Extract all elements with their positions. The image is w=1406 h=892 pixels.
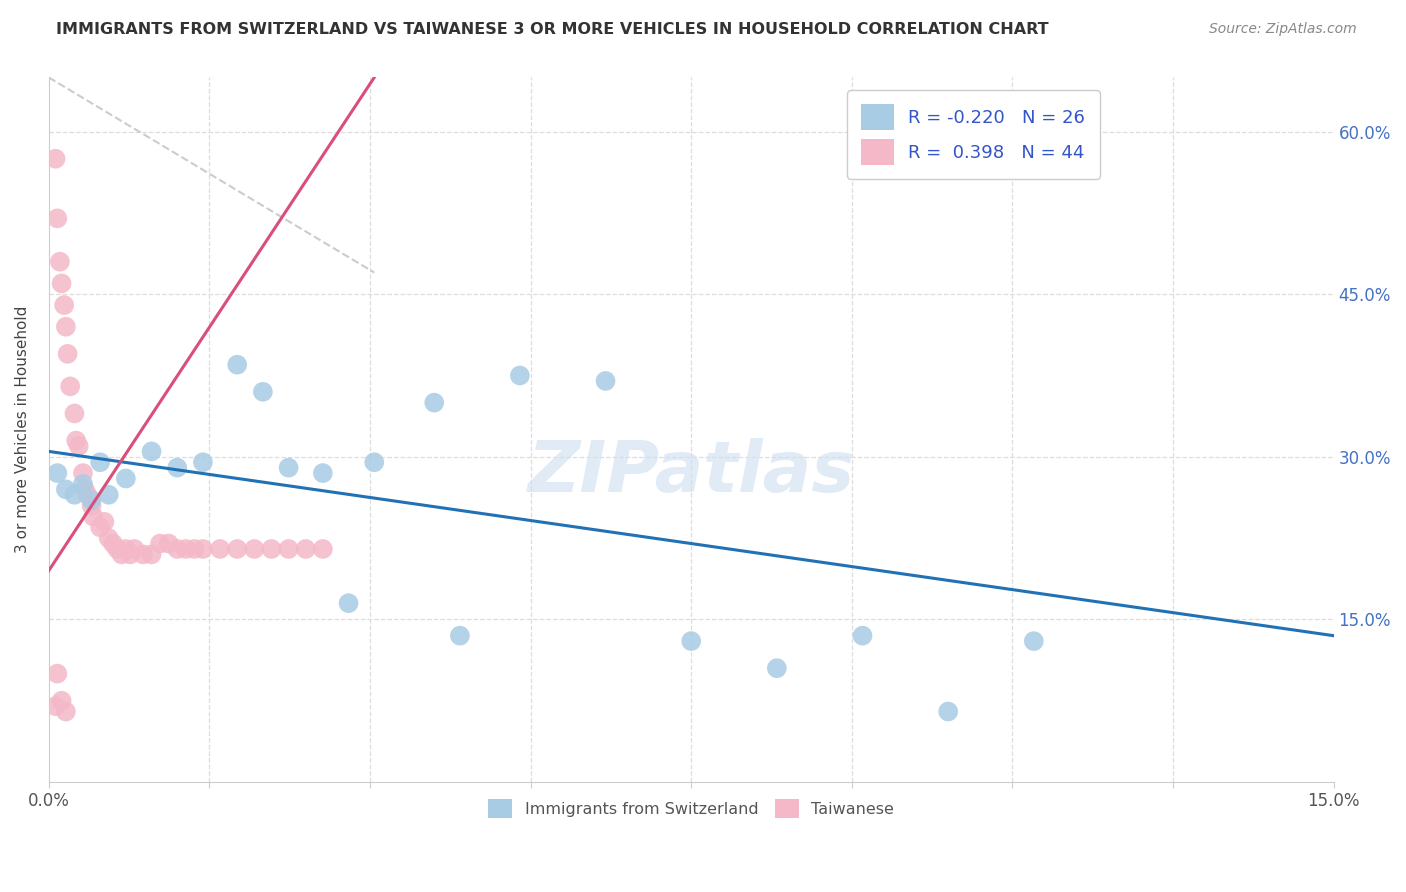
Point (226, 358, 249, 372)
Point (51, 277, 73, 291)
Point (55, 483, 77, 497)
Text: Source: ZipAtlas.com: Source: ZipAtlas.com (1209, 22, 1357, 37)
Point (149, 536, 172, 550)
Text: ZIPatlas: ZIPatlas (527, 437, 855, 507)
Point (115, 471, 138, 485)
Point (45, 152, 67, 166)
Point (337, 596, 360, 610)
Point (46, 666, 69, 681)
Y-axis label: 3 or more Vehicles in Household: 3 or more Vehicles in Household (15, 306, 30, 553)
Point (294, 541, 316, 556)
Point (93, 515, 115, 529)
Point (363, 455, 385, 469)
Point (277, 541, 299, 556)
Point (157, 536, 180, 550)
Point (277, 460, 299, 475)
Legend: Immigrants from Switzerland, Taiwanese: Immigrants from Switzerland, Taiwanese (482, 792, 901, 825)
Point (595, 374, 617, 388)
Point (120, 548, 142, 562)
Text: IMMIGRANTS FROM SWITZERLAND VS TAIWANESE 3 OR MORE VEHICLES IN HOUSEHOLD CORRELA: IMMIGRANTS FROM SWITZERLAND VS TAIWANESE… (56, 22, 1049, 37)
Point (851, 629, 873, 643)
Point (132, 548, 155, 562)
Point (141, 444, 163, 458)
Point (936, 705, 959, 719)
Point (226, 541, 249, 556)
Point (209, 541, 232, 556)
Point (191, 541, 214, 556)
Point (63, 488, 86, 502)
Point (89, 520, 111, 534)
Point (124, 541, 146, 556)
Point (115, 541, 138, 556)
Point (174, 541, 197, 556)
Point (72, 466, 94, 480)
Point (97, 531, 120, 545)
Point (110, 548, 132, 562)
Point (56, 347, 79, 361)
Point (76, 488, 98, 502)
Point (59, 379, 82, 393)
Point (51, 694, 73, 708)
Point (97, 488, 120, 502)
Point (252, 384, 274, 399)
Point (681, 634, 703, 648)
Point (191, 455, 214, 469)
Point (509, 368, 531, 383)
Point (46, 211, 69, 226)
Point (82, 509, 104, 524)
Point (166, 541, 188, 556)
Point (46, 466, 69, 480)
Point (101, 536, 124, 550)
Point (243, 541, 266, 556)
Point (53, 298, 76, 312)
Point (80, 499, 103, 513)
Point (449, 629, 471, 643)
Point (89, 455, 111, 469)
Point (166, 460, 188, 475)
Point (80, 493, 103, 508)
Point (312, 466, 335, 480)
Point (105, 541, 128, 556)
Point (49, 254, 72, 268)
Point (183, 541, 205, 556)
Point (312, 541, 335, 556)
Point (141, 548, 163, 562)
Point (63, 407, 86, 421)
Point (45, 699, 67, 714)
Point (55, 705, 77, 719)
Point (67, 439, 90, 453)
Point (766, 661, 789, 675)
Point (65, 434, 87, 448)
Point (55, 319, 77, 334)
Point (73, 483, 96, 497)
Point (260, 541, 283, 556)
Point (1022, 634, 1045, 648)
Point (423, 395, 446, 409)
Point (72, 477, 94, 491)
